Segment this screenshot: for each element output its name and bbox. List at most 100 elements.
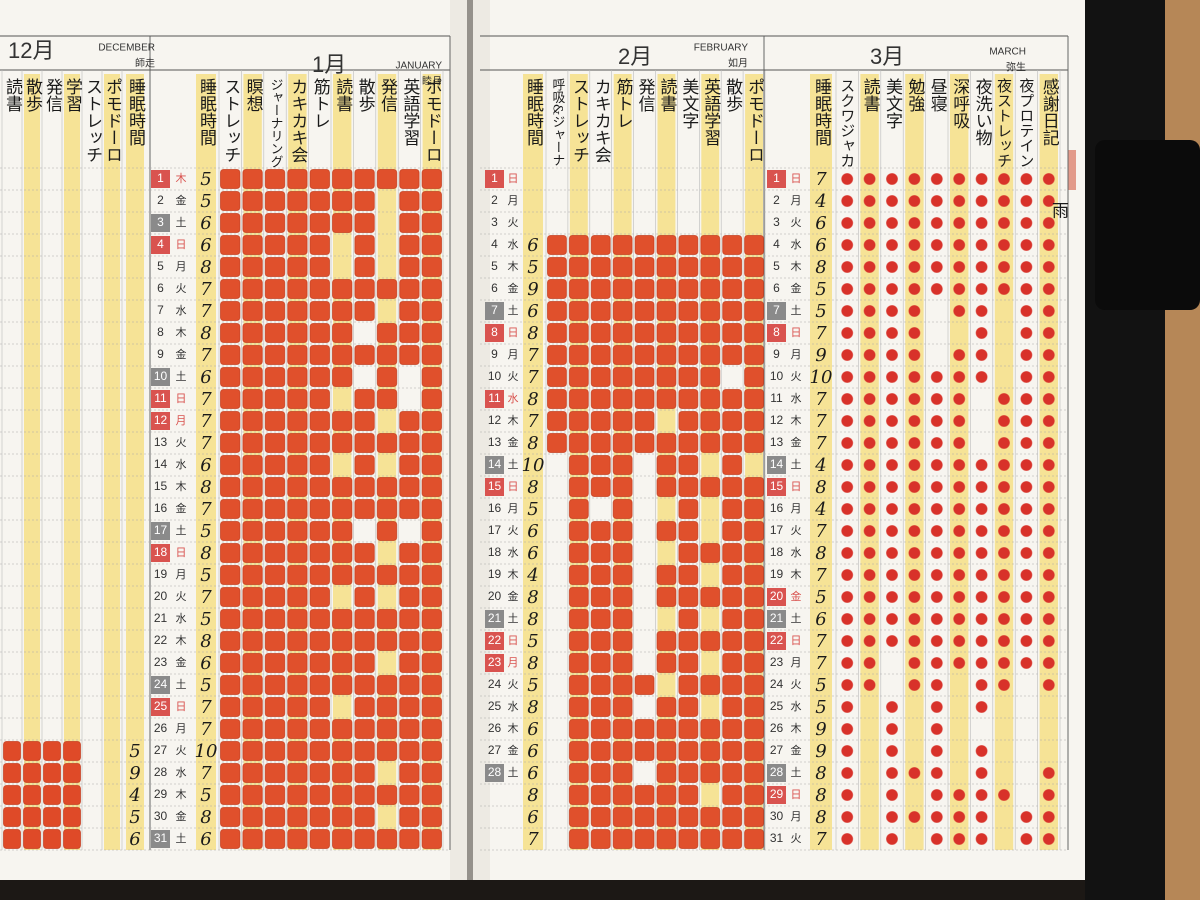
habit-square	[656, 323, 677, 343]
habit-square	[354, 301, 375, 321]
habit-dot	[1020, 657, 1033, 669]
habit-square	[656, 719, 677, 739]
habit-dot	[886, 547, 898, 559]
habit-dot	[930, 657, 943, 669]
habit-square	[590, 367, 611, 387]
habit-square	[354, 477, 375, 497]
habit-dot	[1021, 768, 1032, 779]
habit-dot	[930, 525, 943, 537]
sleep-hours: 7	[200, 697, 212, 718]
habit-square	[333, 456, 352, 475]
day-number: 24	[488, 677, 502, 691]
habit-square	[309, 653, 331, 673]
habit-square	[264, 521, 286, 541]
habit-square	[287, 257, 308, 277]
habit-square	[678, 235, 699, 255]
weekday: 日	[508, 481, 519, 493]
habit-square	[287, 367, 308, 387]
habit-square	[548, 544, 567, 563]
column-header: 夜プロテイン	[1017, 78, 1035, 168]
habit-square	[354, 829, 375, 849]
sleep-hours: 5	[815, 675, 826, 696]
habit-square	[547, 279, 567, 299]
day-number: 27	[488, 743, 502, 757]
habit-square	[376, 169, 398, 189]
habit-dot	[886, 437, 898, 449]
habit-square	[421, 543, 443, 563]
habit-square	[612, 257, 633, 277]
habit-square	[612, 411, 633, 431]
habit-dot	[930, 723, 943, 735]
habit-square	[354, 191, 375, 211]
sleep-hours: 8	[200, 323, 211, 344]
habit-dot	[975, 371, 988, 383]
habit-dot	[999, 746, 1010, 757]
habit-square	[678, 807, 699, 827]
habit-square	[568, 543, 589, 563]
sleep-hours: 8	[527, 433, 538, 454]
habit-square	[399, 235, 420, 255]
sleep-hours: 7	[200, 587, 212, 608]
habit-square	[220, 279, 241, 299]
habit-square	[548, 764, 567, 783]
habit-square	[332, 323, 353, 343]
habit-dot	[998, 789, 1010, 801]
habit-square	[287, 499, 308, 519]
sleep-hours: 5	[200, 521, 211, 542]
weekday: 土	[508, 766, 519, 779]
day-number: 4	[157, 237, 164, 251]
month-title: 3月	[870, 44, 904, 69]
habit-square	[242, 499, 263, 519]
sleep-hours: 5	[200, 785, 211, 806]
day-number: 21	[770, 611, 784, 625]
sleep-hours: 7	[527, 829, 539, 850]
habit-square	[43, 807, 61, 827]
habit-dot	[930, 679, 943, 691]
habit-square	[376, 323, 398, 343]
day-number: 14	[488, 457, 502, 471]
habit-square	[264, 213, 286, 233]
habit-square	[656, 631, 677, 651]
habit-square	[421, 807, 443, 827]
day-number: 4	[491, 237, 498, 251]
habit-square	[656, 763, 677, 783]
page-tab	[1068, 150, 1076, 190]
habit-dot	[1042, 833, 1055, 845]
weekday: 日	[791, 327, 802, 339]
day-number: 5	[491, 259, 498, 273]
highlight-stripe	[64, 74, 80, 850]
habit-dot	[863, 371, 876, 383]
habit-square	[568, 631, 589, 651]
habit-dot	[841, 349, 854, 361]
habit-dot	[1020, 239, 1033, 251]
habit-dot	[953, 437, 966, 449]
habit-square	[568, 345, 589, 365]
habit-square	[700, 807, 721, 827]
habit-square	[220, 587, 241, 607]
habit-dot	[886, 569, 898, 581]
habit-square	[43, 829, 61, 849]
habit-square	[634, 411, 655, 431]
habit-square	[656, 587, 677, 607]
habit-square	[377, 412, 396, 431]
habit-square	[744, 235, 764, 255]
column-header: 感謝日記	[1039, 78, 1060, 146]
habit-square	[612, 829, 633, 849]
habit-square	[612, 279, 633, 299]
habit-square	[333, 588, 352, 607]
habit-square	[568, 587, 589, 607]
habit-square	[63, 763, 81, 783]
sleep-hours: 10	[522, 455, 545, 476]
day-number: 30	[154, 809, 168, 823]
habit-square	[354, 587, 375, 607]
habit-square	[287, 235, 308, 255]
habit-dot	[909, 724, 920, 735]
habit-dot	[908, 591, 921, 603]
habit-dot	[908, 635, 921, 647]
habit-square	[568, 301, 589, 321]
sleep-hours: 7	[200, 499, 212, 520]
habit-dot	[1020, 525, 1033, 537]
day-number: 26	[770, 721, 784, 735]
habit-square	[548, 610, 567, 629]
habit-dot	[886, 525, 898, 537]
